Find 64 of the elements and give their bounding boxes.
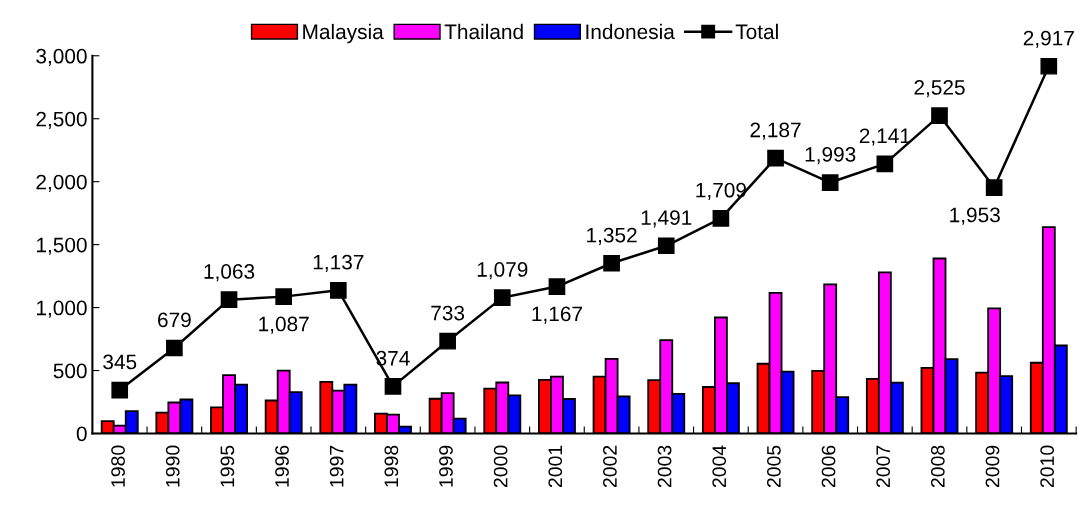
point (1040, 57, 1058, 75)
legend-label: Indonesia (586, 23, 675, 40)
legend-label: Total (735, 23, 778, 40)
data-label: 1,079 (477, 262, 528, 280)
data-label: 2,141 (859, 128, 910, 146)
point (712, 209, 730, 227)
point (931, 107, 948, 124)
data-label: 345 (103, 354, 137, 370)
data-label: 1,137 (313, 254, 364, 273)
x-tick-label: 1980 (111, 445, 125, 487)
data-label: 1,063 (204, 264, 255, 282)
point (657, 237, 675, 255)
data-label: 2,525 (914, 80, 965, 98)
point (548, 278, 566, 295)
data-label: 679 (158, 312, 191, 328)
legend-label: Thailand (444, 23, 523, 40)
x-tick-label: 2002 (603, 445, 617, 488)
data-label: 1,993 (805, 147, 856, 165)
point (220, 291, 238, 308)
y-tick-label: 3,000 (36, 48, 87, 66)
data-label: 1,167 (532, 306, 582, 324)
y-tick-label: 2,500 (36, 111, 87, 129)
point (493, 289, 511, 306)
y-tick-label: 1,000 (36, 300, 87, 318)
point (767, 149, 784, 167)
y-tick-label: 2,000 (36, 174, 87, 192)
point (111, 381, 129, 399)
point (329, 281, 347, 299)
x-tick-label: 2003 (657, 445, 672, 488)
y-tick-label: 0 (76, 426, 87, 442)
x-tick-label: 1999 (439, 445, 453, 487)
point (985, 179, 1003, 196)
data-label: 2,917 (1023, 30, 1074, 48)
x-tick-label: 1995 (220, 445, 235, 487)
data-label: 1,087 (259, 316, 309, 334)
x-tick-label: 2005 (766, 445, 781, 488)
x-tick-label: 2009 (985, 445, 1000, 488)
x-tick-label: 2004 (712, 445, 727, 488)
point (821, 174, 839, 191)
x-tick-label: 1997 (329, 445, 344, 487)
data-label: 1,491 (641, 210, 692, 228)
x-tick-label: 1996 (275, 445, 289, 487)
point (876, 155, 894, 173)
x-tick-label: 1990 (165, 445, 180, 487)
data-label: 733 (431, 305, 465, 321)
data-label: 2,187 (750, 122, 801, 140)
point (603, 254, 620, 272)
x-tick-label: 2007 (876, 445, 891, 488)
point (384, 378, 402, 395)
data-label: 1,709 (696, 182, 746, 200)
point (166, 339, 183, 357)
point (275, 288, 293, 305)
data-label: 1,953 (950, 207, 1000, 225)
legend-label: Malaysia (303, 23, 384, 44)
point (439, 332, 456, 350)
x-tick-label: 2000 (493, 445, 508, 488)
data-label: 1,352 (587, 227, 637, 245)
y-tick-label: 1,500 (36, 237, 87, 255)
x-tick-label: 2008 (930, 445, 945, 488)
x-tick-label: 2010 (1040, 445, 1055, 488)
y-tick-label: 500 (53, 363, 87, 379)
x-tick-label: 2001 (548, 445, 563, 488)
x-tick-label: 2006 (821, 445, 836, 488)
x-tick-label: 1998 (384, 445, 399, 487)
